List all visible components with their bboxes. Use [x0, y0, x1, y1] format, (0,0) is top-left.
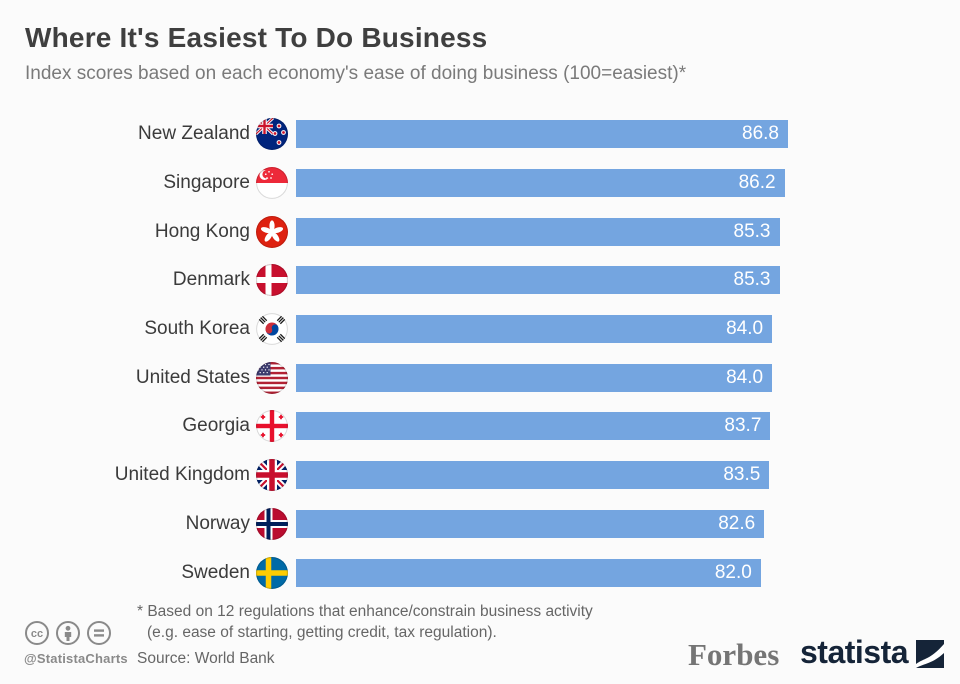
bar-value: 86.8: [742, 123, 779, 145]
bar-south-korea: 84.0: [296, 315, 773, 344]
bar-value: 86.2: [738, 172, 776, 194]
bar-denmark: 85.3: [296, 266, 780, 295]
statista-charts-handle: @StatistaCharts: [24, 651, 128, 666]
bar-singapore: 86.2: [296, 169, 785, 198]
svg-text:cc: cc: [31, 628, 43, 640]
bar-value: 85.3: [733, 269, 771, 291]
flag-icon-united-states: [256, 361, 288, 394]
bar-value: 84.0: [726, 366, 764, 388]
chart-row: South Korea 84.0: [0, 305, 960, 354]
bar-sweden: 82.0: [296, 558, 761, 587]
flag-icon-south-korea: [256, 313, 288, 346]
chart-row: Denmark 85.3: [0, 256, 960, 305]
statista-wordmark: statista: [800, 634, 909, 670]
bar-united-states: 84.0: [296, 363, 773, 392]
country-label-hong-kong: Hong Kong: [154, 220, 250, 242]
bar-georgia: 83.7: [296, 412, 771, 441]
license-badges: cc @StatistaCharts: [24, 620, 128, 666]
bar-norway: 82.6: [296, 509, 765, 538]
chart-row: New Zealand 86.8: [0, 110, 960, 159]
chart-row: Georgia 83.7: [0, 402, 960, 451]
chart-row: United States 84.0: [0, 353, 960, 402]
page-subtitle: Index scores based on each economy's eas…: [25, 63, 687, 84]
bar-value: 84.0: [726, 318, 764, 340]
attribution-icon: [55, 620, 81, 646]
bar-chart: New Zealand 86.8 Singapore 86.2 Hong Kong 85.…: [0, 110, 960, 597]
flag-icon-singapore: [256, 167, 288, 200]
bar-hong-kong: 85.3: [296, 217, 780, 246]
country-label-south-korea: South Korea: [144, 318, 250, 340]
chart-row: United Kingdom 83.5: [0, 451, 960, 500]
equal-icon: [86, 620, 112, 646]
header: Where It's Easiest To Do Business Index …: [25, 22, 686, 85]
footnote: * Based on 12 regulations that enhance/c…: [137, 601, 593, 643]
country-label-united-states: United States: [135, 366, 250, 388]
flag-icon-denmark: [256, 264, 288, 297]
statista-mark-icon: [916, 637, 945, 668]
forbes-logo: Forbes: [688, 637, 780, 672]
flag-icon-georgia: [256, 410, 288, 443]
bar-value: 82.0: [714, 561, 752, 583]
flag-icon-new-zealand: [256, 118, 288, 151]
flag-icon-sweden: [256, 556, 288, 589]
source-label: Source: World Bank: [137, 650, 275, 667]
flag-icon-norway: [256, 507, 288, 540]
chart-row: Hong Kong 85.3: [0, 207, 960, 256]
country-label-united-kingdom: United Kingdom: [114, 464, 250, 486]
bar-value: 83.5: [723, 464, 761, 486]
country-label-sweden: Sweden: [181, 561, 250, 583]
flag-icon-united-kingdom: [256, 459, 288, 492]
bar-new-zealand: 86.8: [296, 120, 788, 149]
country-label-new-zealand: New Zealand: [138, 123, 250, 145]
country-label-singapore: Singapore: [163, 172, 250, 194]
page-title: Where It's Easiest To Do Business: [25, 22, 488, 53]
bar-value: 83.7: [724, 415, 762, 437]
chart-row: Norway 82.6: [0, 500, 960, 549]
flag-icon-hong-kong: [256, 215, 288, 248]
country-label-norway: Norway: [185, 512, 250, 534]
bar-united-kingdom: 83.5: [296, 461, 770, 490]
bar-value: 82.6: [718, 512, 756, 534]
cc-icon: cc: [24, 620, 50, 646]
statista-logo: statista: [800, 634, 945, 671]
bar-value: 85.3: [733, 220, 771, 242]
country-label-denmark: Denmark: [172, 269, 250, 291]
footnote-line2: (e.g. ease of starting, getting credit, …: [147, 624, 497, 641]
creative-commons-icons: cc: [24, 620, 128, 646]
country-label-georgia: Georgia: [182, 415, 250, 437]
chart-row: Sweden 82.0: [0, 548, 960, 597]
footnote-line1: * Based on 12 regulations that enhance/c…: [137, 603, 593, 620]
chart-row: Singapore 86.2: [0, 159, 960, 208]
